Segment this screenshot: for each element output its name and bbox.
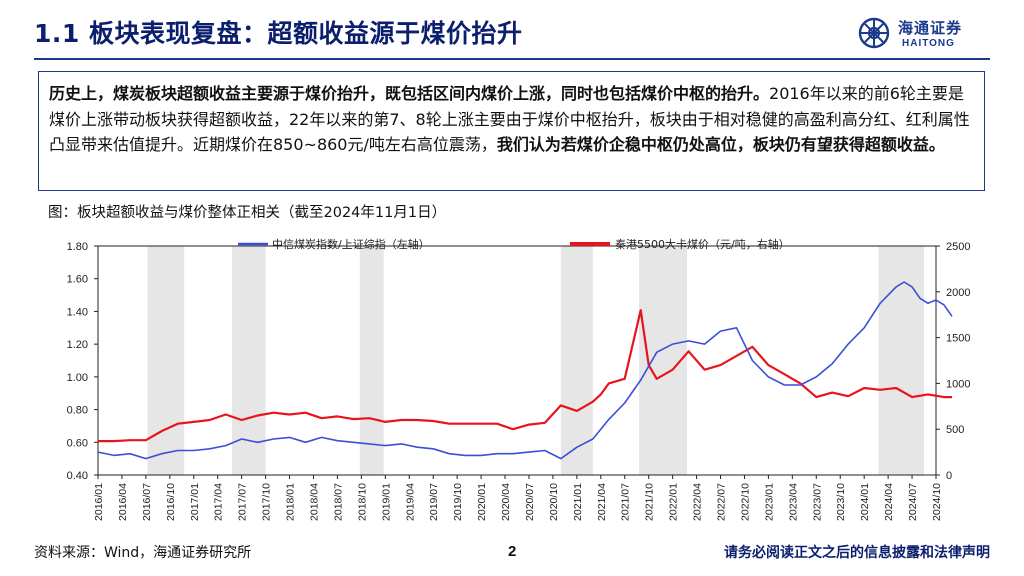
x-axis-tick-label: 2023/01: [763, 483, 775, 521]
chart-lines: [97, 281, 953, 460]
x-axis-tick-label: 2024/01: [859, 483, 871, 521]
x-axis-tick-label: 2020/10: [548, 483, 560, 521]
left-axis-tick-label: 1.80: [67, 241, 88, 253]
x-axis-tick-label: 2017/01: [189, 483, 201, 521]
right-axis-tick-label: 1500: [946, 333, 970, 345]
left-axis-tick-label: 0.80: [67, 405, 88, 417]
left-axis-tick-label: 0.60: [67, 437, 88, 449]
left-axis-tick-label: 1.00: [67, 372, 88, 384]
x-axis-tick-label: 2019/10: [452, 483, 464, 521]
legend-label-coal-index: 中信煤炭指数/上证综指（左轴）: [272, 237, 430, 251]
left-axis-tick-label: 1.40: [67, 306, 88, 318]
shaded-period: [359, 246, 384, 475]
right-axis-tick-label: 2500: [946, 241, 970, 253]
shaded-periods: [147, 246, 925, 475]
x-axis-tick-label: 2022/07: [716, 483, 728, 521]
x-axis-tick-label: 2020/01: [476, 483, 488, 521]
left-axis-tick-label: 1.20: [67, 339, 88, 351]
haitong-logo-icon: [858, 17, 890, 49]
shaded-period: [147, 246, 185, 475]
x-axis-tick-label: 2021/04: [596, 483, 608, 521]
x-axis-tick-label: 2018/10: [356, 483, 368, 521]
line-chart: 0.40 0.60 0.80 1.00 1.20 1.40 1.60 1.80 0 500 1000…: [67, 237, 971, 521]
chart-axes: 0.40 0.60 0.80 1.00 1.20 1.40 1.60 1.80 0 500 1000…: [67, 241, 971, 521]
x-axis-tick-label: 2024/04: [883, 483, 895, 521]
logo-english-name: HAITONG: [902, 38, 955, 49]
x-axis-tick-label: 2018/01: [285, 483, 297, 521]
x-axis-tick-label: 2016/07: [141, 483, 153, 521]
summary-box: 历史上，煤炭板块超额收益主要源于煤价抬升，既包括区间内煤价上涨，同时也包括煤价中…: [38, 71, 985, 191]
shaded-period: [878, 246, 925, 475]
x-axis-tick-label: 2018/04: [308, 483, 320, 521]
right-axis-tick-label: 1000: [946, 378, 970, 390]
right-axis-tick-label: 2000: [946, 287, 970, 299]
shaded-period: [232, 246, 266, 475]
x-axis-tick-label: 2024/07: [907, 483, 919, 521]
x-axis-tick-label: 2018/07: [332, 483, 344, 521]
plot-frame: [97, 245, 937, 476]
summary-bold-2: 我们认为若煤价企稳中枢仍处高位，板块仍有望获得超额收益。: [496, 135, 945, 154]
x-axis-tick-label: 2021/10: [644, 483, 656, 521]
title-divider: [34, 58, 990, 60]
x-axis-tick-label: 2020/04: [500, 483, 512, 521]
x-axis-tick-label: 2022/10: [739, 483, 751, 521]
haitong-logo: 海通证券 HAITONG: [858, 15, 988, 55]
summary-bold-1: 历史上，煤炭板块超额收益主要源于煤价抬升，既包括区间内煤价上涨，同时也包括煤价中…: [49, 84, 770, 103]
x-axis-tick-label: 2020/07: [524, 483, 536, 521]
legal-disclaimer: 请务必阅读正文之后的信息披露和法律声明: [724, 545, 990, 561]
x-axis-tick-label: 2017/07: [237, 483, 249, 521]
page-number: 2: [508, 543, 517, 560]
x-axis-tick-label: 2023/10: [835, 483, 847, 521]
coal-price-series-line: [98, 308, 952, 443]
x-axis-tick-label: 2022/01: [668, 483, 680, 521]
x-axis-tick-label: 2016/01: [93, 483, 105, 521]
logo-chinese-name: 海通证券: [898, 19, 963, 37]
x-axis-tick-label: 2023/04: [787, 483, 799, 521]
x-axis-tick-label: 2016/04: [117, 483, 129, 521]
legend-label-coal-price: 秦港5500大卡煤价（元/吨，右轴）: [615, 237, 790, 251]
x-axis-tick-label: 2022/04: [692, 483, 704, 521]
right-axis-tick-label: 0: [946, 470, 952, 482]
x-axis-tick-label: 2021/07: [620, 483, 632, 521]
shaded-period: [560, 246, 593, 475]
x-axis-tick-label: 2023/07: [811, 483, 823, 521]
x-axis-tick-label: 2017/10: [261, 483, 273, 521]
summary-normal-1: 2016年以来的前6轮主要是煤价上涨带动板块获得超额收益，22年以来的第7、8轮…: [49, 84, 970, 154]
x-axis-tick-label: 2019/04: [404, 483, 416, 521]
left-axis-tick-label: 1.60: [67, 274, 88, 286]
page-title: 1.1 板块表现复盘：超额收益源于煤价抬升: [34, 19, 523, 48]
left-axis-tick-label: 0.40: [67, 470, 88, 482]
chart-legend: 中信煤炭指数/上证综指（左轴） 秦港5500大卡煤价（元/吨，右轴）: [238, 237, 790, 251]
x-axis-tick-label: 2019/01: [380, 483, 392, 521]
data-source: 资料来源：Wind，海通证券研究所: [34, 545, 252, 561]
coal-index-series-line: [97, 281, 953, 460]
x-axis-tick-label: 2024/10: [931, 483, 943, 521]
x-axis-tick-label: 2017/04: [213, 483, 225, 521]
x-axis-tick-label: 2021/01: [572, 483, 584, 521]
right-axis-tick-label: 500: [946, 424, 964, 436]
x-axis-tick-label: 2019/07: [428, 483, 440, 521]
figure-caption: 图：板块超额收益与煤价整体正相关（截至2024年11月1日）: [48, 205, 447, 221]
x-axis-tick-label: 2016/10: [165, 483, 177, 521]
